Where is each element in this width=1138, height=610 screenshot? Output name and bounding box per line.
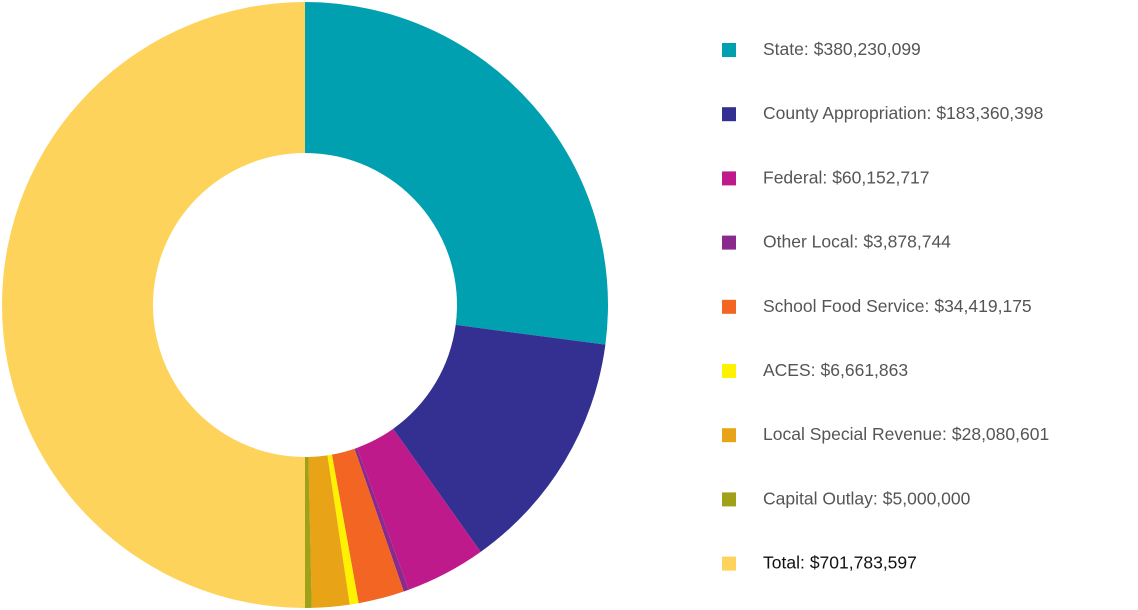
slice	[354, 447, 409, 592]
legend-swatch	[722, 235, 736, 250]
legend-category: Total:	[763, 552, 805, 572]
slice	[327, 454, 359, 605]
legend-label: Local Special Revenue: $28,080,601	[763, 424, 1049, 444]
legend-swatch	[722, 171, 736, 186]
legend-value: $5,000,000	[883, 488, 971, 508]
slice	[2, 2, 305, 608]
legend-category: Capital Outlay:	[763, 488, 878, 508]
slice	[305, 456, 312, 608]
legend-category: School Food Service:	[763, 295, 929, 315]
legend-label: County Appropriation: $183,360,398	[763, 103, 1043, 123]
legend-category: Federal:	[763, 167, 827, 187]
legend-swatch	[722, 43, 736, 57]
legend-value: $60,152,717	[832, 167, 929, 187]
slice	[308, 455, 350, 608]
legend-label: Other Local: $3,878,744	[763, 231, 951, 251]
legend-value: $183,360,398	[936, 103, 1043, 123]
legend-value: $380,230,099	[814, 39, 921, 59]
slice	[305, 2, 609, 345]
legend-swatch	[722, 364, 736, 378]
legend-swatch	[722, 556, 736, 571]
legend-value: $701,783,597	[810, 552, 917, 572]
legend-swatch	[722, 492, 736, 507]
legend-label: State: $380,230,099	[763, 39, 921, 59]
legend-category: ACES:	[763, 360, 816, 380]
slice	[331, 448, 404, 604]
legend-label: ACES: $6,661,863	[763, 360, 908, 380]
slice	[393, 324, 606, 552]
legend-label: Capital Outlay: $5,000,000	[763, 488, 971, 508]
legend-category: Local Special Revenue:	[763, 424, 947, 444]
legend-label: Total: $701,783,597	[763, 552, 917, 572]
legend-category: Other Local:	[763, 231, 858, 251]
legend-value: $34,419,175	[934, 295, 1031, 315]
legend-label: School Food Service: $34,419,175	[763, 295, 1032, 315]
legend-swatch	[722, 428, 736, 443]
legend-value: $28,080,601	[952, 424, 1049, 444]
legend-value: $6,661,863	[821, 360, 909, 380]
legend-category: County Appropriation:	[763, 103, 931, 123]
legend-category: State:	[763, 39, 809, 59]
legend-swatch	[722, 299, 736, 314]
legend-label: Federal: $60,152,717	[763, 167, 930, 187]
legend-value: $3,878,744	[863, 231, 951, 251]
slice	[357, 428, 481, 590]
legend-swatch	[722, 107, 736, 122]
